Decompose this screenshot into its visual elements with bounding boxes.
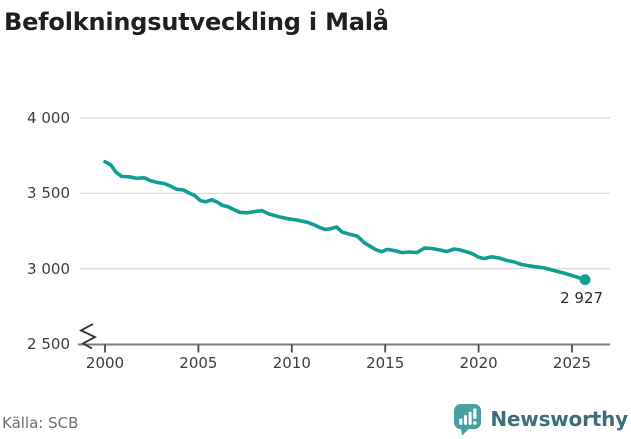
last-value-dot — [579, 274, 591, 286]
population-series-line — [103, 159, 587, 282]
chart-title: Befolkningsutveckling i Malå — [4, 8, 389, 36]
newsworthy-logo: Newsworthy — [452, 402, 628, 436]
source-credit: Källa: SCB — [2, 414, 79, 432]
newsworthy-wordmark: Newsworthy — [490, 407, 628, 431]
newsworthy-bubble-chart-icon — [454, 403, 482, 436]
axis-break-icon — [78, 323, 98, 350]
